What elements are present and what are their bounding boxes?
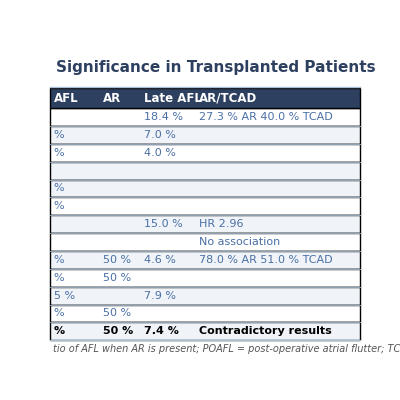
Text: tio of AFL when AR is present; POAFL = post-operative atrial flutter; TCAD: tio of AFL when AR is present; POAFL = p… (53, 344, 400, 354)
Text: 7.0 %: 7.0 % (144, 130, 176, 140)
Text: 7.9 %: 7.9 % (144, 291, 176, 301)
FancyBboxPatch shape (50, 144, 360, 162)
FancyBboxPatch shape (50, 215, 360, 233)
Text: %: % (54, 184, 64, 194)
Text: %: % (54, 130, 64, 140)
FancyBboxPatch shape (50, 126, 360, 144)
Text: %: % (54, 326, 65, 336)
FancyBboxPatch shape (50, 197, 360, 215)
FancyBboxPatch shape (50, 322, 360, 340)
FancyBboxPatch shape (50, 88, 360, 108)
Text: %: % (54, 201, 64, 211)
Text: 78.0 % AR 51.0 % TCAD: 78.0 % AR 51.0 % TCAD (200, 255, 333, 265)
Text: 18.4 %: 18.4 % (144, 112, 183, 122)
Text: %: % (54, 273, 64, 283)
Text: %: % (54, 308, 64, 318)
Text: 50 %: 50 % (103, 308, 132, 318)
Text: 4.6 %: 4.6 % (144, 255, 176, 265)
Text: No association: No association (200, 237, 281, 247)
FancyBboxPatch shape (50, 233, 360, 251)
FancyBboxPatch shape (50, 269, 360, 287)
FancyBboxPatch shape (50, 180, 360, 197)
Text: Contradictory results: Contradictory results (200, 326, 332, 336)
Text: 50 %: 50 % (103, 255, 132, 265)
Text: AR/TCAD: AR/TCAD (200, 92, 258, 104)
FancyBboxPatch shape (50, 251, 360, 269)
Text: 50 %: 50 % (103, 326, 134, 336)
Text: HR 2.96: HR 2.96 (200, 219, 244, 229)
Text: %: % (54, 255, 64, 265)
Text: AFL: AFL (54, 92, 78, 104)
Text: Late AFL: Late AFL (144, 92, 202, 104)
Text: AR: AR (103, 92, 122, 104)
Text: 4.0 %: 4.0 % (144, 148, 176, 158)
FancyBboxPatch shape (50, 287, 360, 304)
Text: 7.4 %: 7.4 % (144, 326, 178, 336)
Text: %: % (54, 148, 64, 158)
Text: 50 %: 50 % (103, 273, 132, 283)
Text: Significance in Transplanted Patients: Significance in Transplanted Patients (56, 60, 376, 75)
FancyBboxPatch shape (50, 162, 360, 180)
Text: 15.0 %: 15.0 % (144, 219, 182, 229)
Text: 27.3 % AR 40.0 % TCAD: 27.3 % AR 40.0 % TCAD (200, 112, 333, 122)
FancyBboxPatch shape (50, 108, 360, 126)
FancyBboxPatch shape (50, 304, 360, 322)
Text: 5 %: 5 % (54, 291, 75, 301)
